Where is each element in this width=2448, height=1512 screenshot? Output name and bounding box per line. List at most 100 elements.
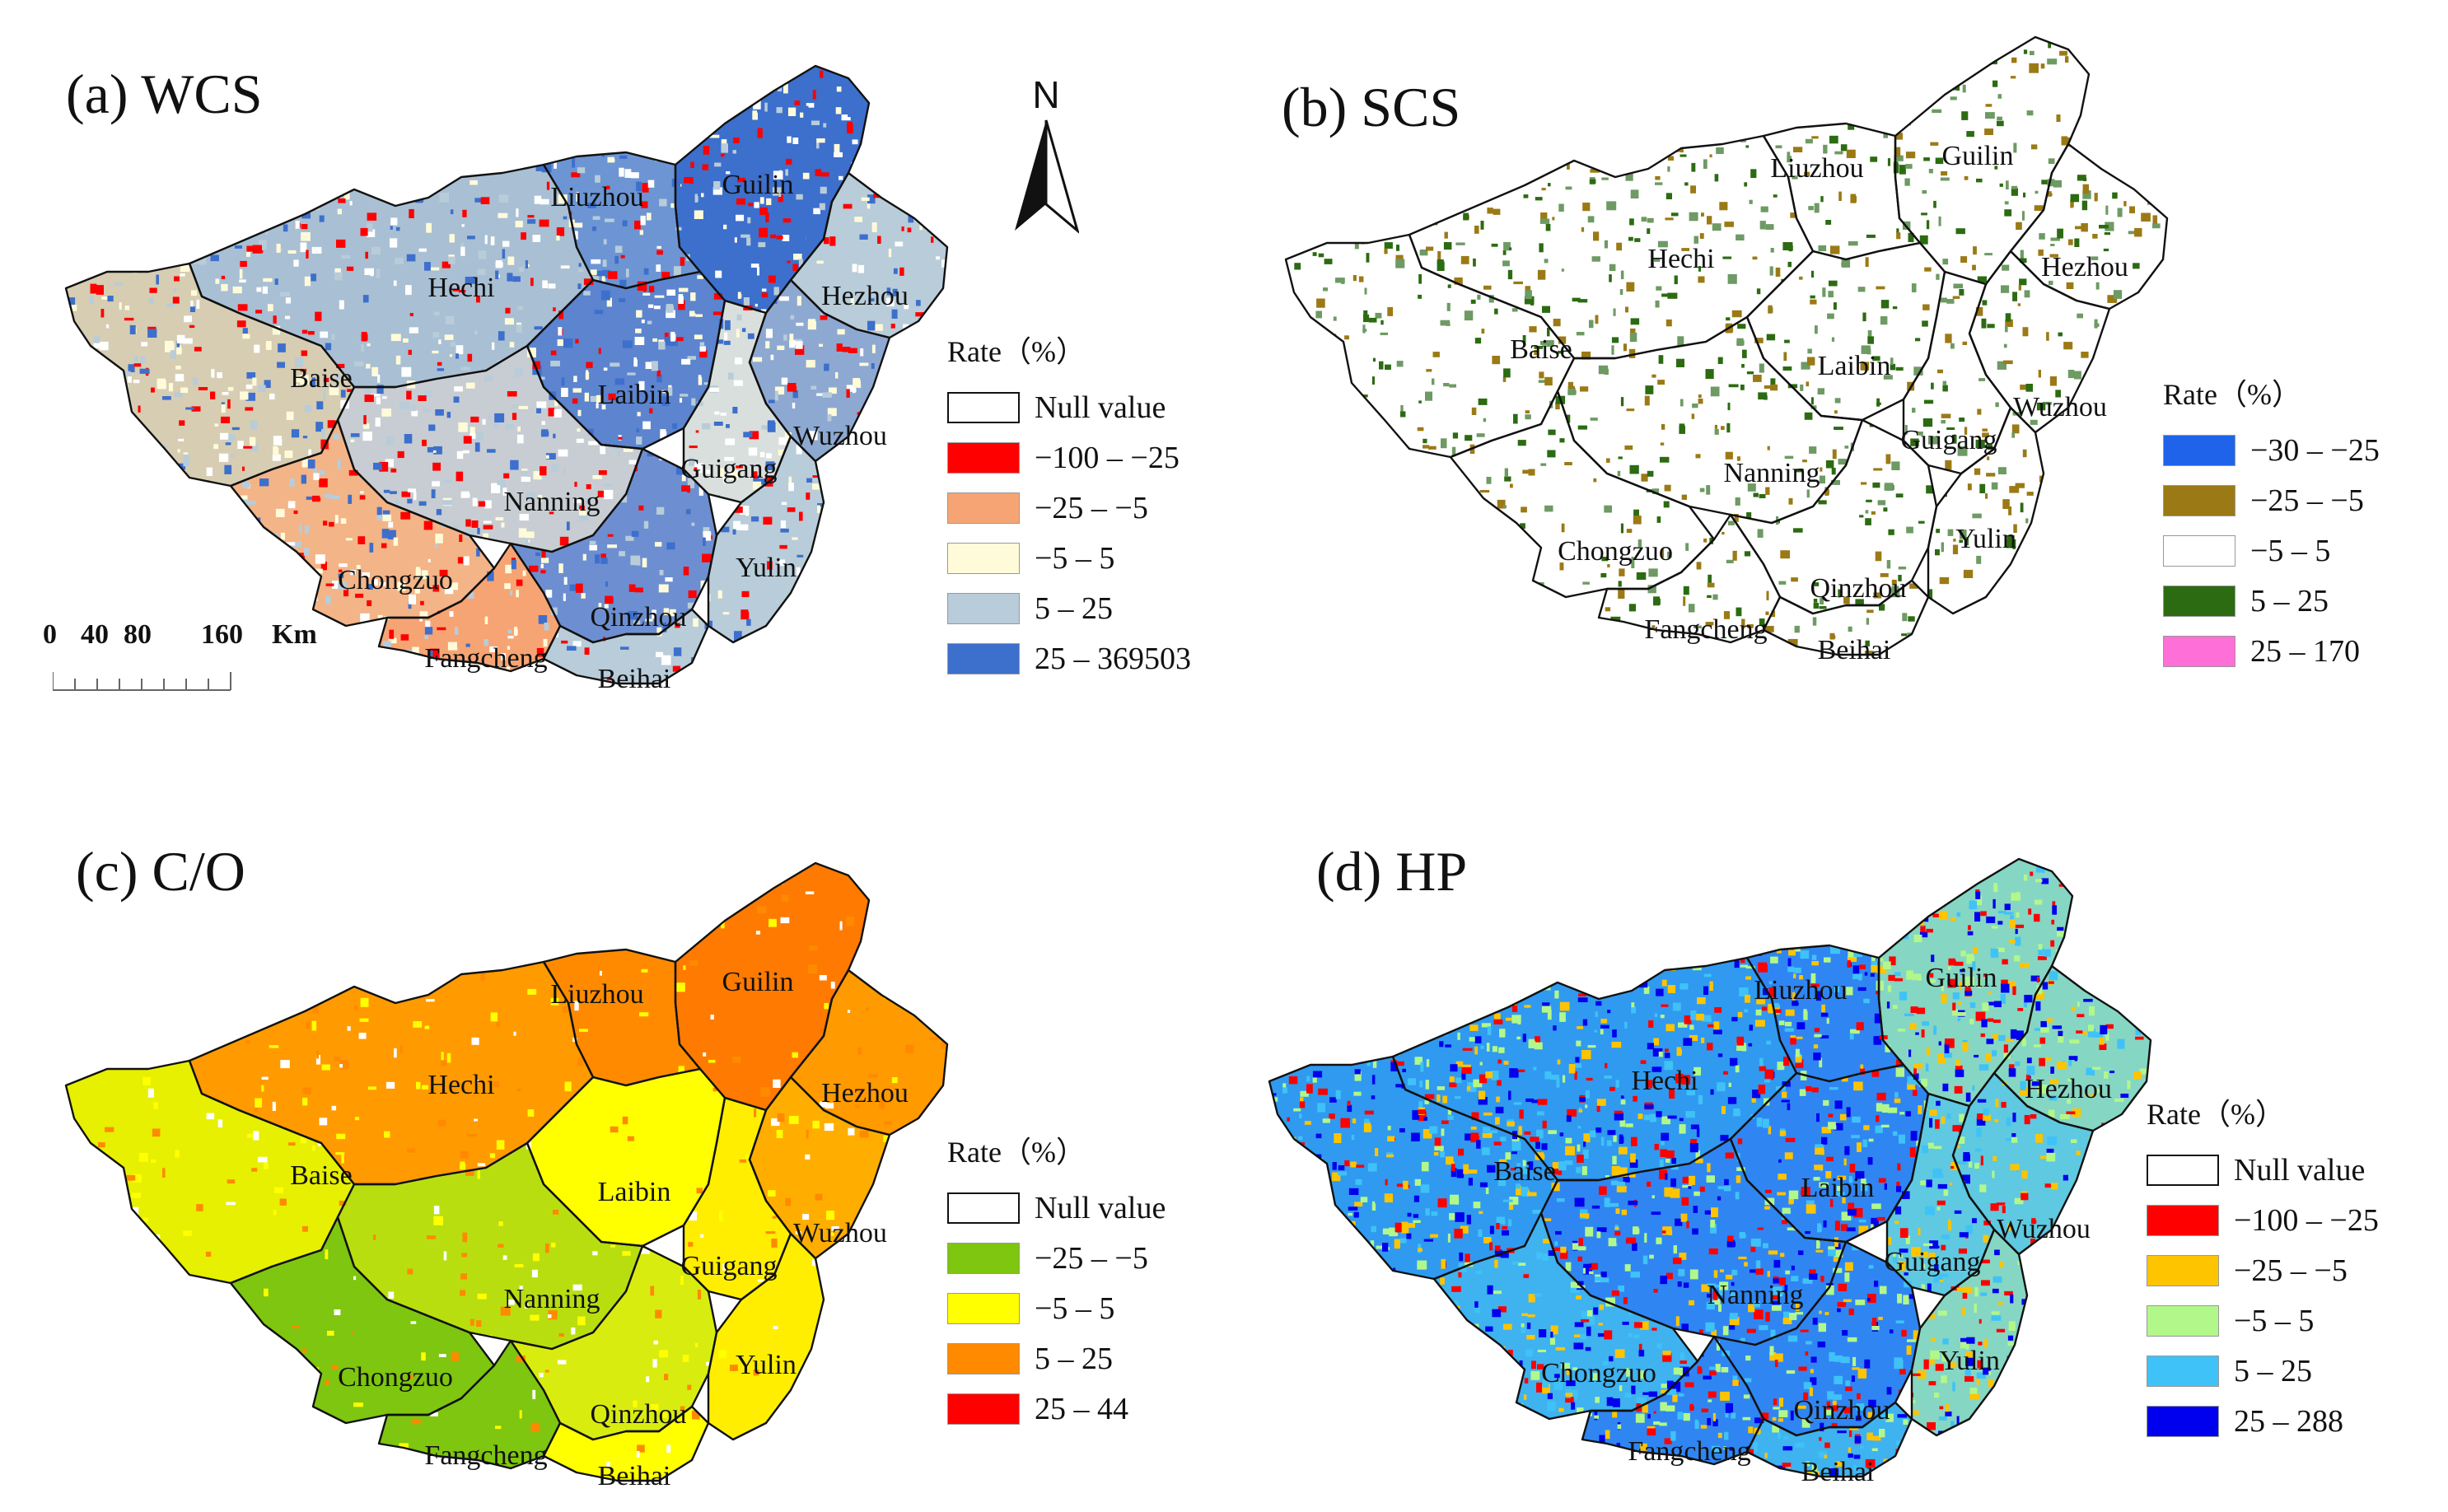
legend-swatch bbox=[947, 542, 1020, 574]
legend-label: −5 – 5 bbox=[2250, 533, 2331, 568]
city-label-hechi: Hechi bbox=[427, 1070, 494, 1100]
legend-label: Null value bbox=[2234, 1152, 2366, 1188]
region-yulin bbox=[708, 436, 824, 642]
legend-swatch bbox=[2147, 1355, 2219, 1387]
legend-item: −100 – −25 bbox=[947, 432, 1191, 483]
region-chongzuo bbox=[1434, 1213, 1698, 1419]
city-label-baise: Baise bbox=[1493, 1156, 1556, 1187]
legend-label: 25 – 44 bbox=[1035, 1391, 1128, 1426]
legend-swatch bbox=[947, 642, 1020, 674]
scale-label-km: Km bbox=[272, 619, 317, 650]
legend-label: −25 – −5 bbox=[2234, 1253, 2348, 1288]
panel-scs: (b) SCS Guilin Liuzhou Hechi Hezhou Baise Lai… bbox=[1224, 0, 2448, 756]
city-label-hezhou: Hezhou bbox=[821, 1078, 909, 1108]
legend-item: −30 – −25 bbox=[2163, 425, 2380, 475]
panel-co: (c) C/O Guilin Liuzhou Hechi Hezhou Baise Lai… bbox=[0, 756, 1224, 1512]
legend-swatch bbox=[947, 1192, 1020, 1224]
city-label-guilin: Guilin bbox=[1942, 141, 2014, 171]
city-label-wuzhou: Wuzhou bbox=[1997, 1214, 2091, 1244]
legend-swatch bbox=[947, 1242, 1020, 1274]
legend-swatch bbox=[947, 1292, 1020, 1324]
region-chongzuo bbox=[1451, 391, 1714, 597]
city-label-guigang: Guigang bbox=[1900, 425, 1997, 455]
legend-item: −5 – 5 bbox=[947, 533, 1191, 583]
boundary-beihai bbox=[542, 608, 710, 685]
city-label-hezhou: Hezhou bbox=[2041, 252, 2128, 282]
region-qinzhou bbox=[1714, 1242, 1920, 1435]
region-guigang bbox=[1887, 1094, 1994, 1295]
city-label-baise: Baise bbox=[1510, 334, 1572, 365]
region-chongzuo bbox=[231, 1217, 494, 1423]
legend-swatch bbox=[947, 441, 1020, 474]
city-label-laibin: Laibin bbox=[598, 380, 671, 410]
legend-swatch bbox=[2163, 585, 2235, 617]
map-hp: Guilin Liuzhou Hechi Hezhou Baise Laibin Wuzho… bbox=[1268, 857, 2152, 1487]
city-label-yulin: Yulin bbox=[1939, 1346, 2000, 1376]
legend-label: −100 – −25 bbox=[1035, 440, 1180, 475]
scale-label-0: 0 bbox=[43, 619, 57, 650]
region-wuzhou bbox=[750, 280, 890, 461]
city-label-wuzhou: Wuzhou bbox=[793, 421, 887, 451]
panel-title-co: (c) C/O bbox=[76, 840, 245, 903]
city-label-guilin: Guilin bbox=[722, 967, 794, 997]
map-wcs: Guilin Liuzhou Hechi Hezhou Baise Laibin Wuzho… bbox=[64, 64, 949, 694]
legend-label: −25 – −5 bbox=[1035, 1240, 1148, 1276]
legend-item: 25 – 288 bbox=[2147, 1396, 2379, 1446]
city-label-laibin: Laibin bbox=[1801, 1173, 1875, 1203]
legend-label: −5 – 5 bbox=[1035, 1290, 1115, 1326]
legend-item: −25 – −5 bbox=[2163, 475, 2380, 525]
city-label-hezhou: Hezhou bbox=[2025, 1074, 2112, 1104]
map-layer: Guilin Liuzhou Hechi Hezhou Baise Laibin Wuzho… bbox=[1284, 35, 2169, 665]
region-wuzhou bbox=[750, 1077, 890, 1258]
city-label-liuzhou: Liuzhou bbox=[1770, 153, 1863, 184]
city-label-yulin: Yulin bbox=[736, 1350, 797, 1380]
region-guigang bbox=[684, 1098, 791, 1300]
region-qinzhou bbox=[1731, 420, 1936, 614]
legend-item: −25 – −5 bbox=[2147, 1245, 2379, 1295]
city-label-nanning: Nanning bbox=[503, 1284, 600, 1314]
region-wuzhou bbox=[1969, 251, 2109, 432]
scale-label-160: 160 bbox=[201, 619, 243, 650]
north-arrow-icon bbox=[1015, 119, 1079, 234]
legend-item: Null value bbox=[947, 1183, 1166, 1233]
legend-swatch bbox=[947, 391, 1020, 423]
legend-item: −100 – −25 bbox=[2147, 1195, 2379, 1245]
city-label-wuzhou: Wuzhou bbox=[2013, 392, 2107, 422]
legend-swatch bbox=[2163, 635, 2235, 667]
legend-label: Null value bbox=[1035, 1190, 1166, 1225]
region-nanning bbox=[338, 1143, 642, 1349]
city-label-fangcheng: Fangcheng bbox=[1644, 614, 1767, 645]
region-baise bbox=[66, 1061, 354, 1283]
city-label-chongzuo: Chongzuo bbox=[1541, 1358, 1656, 1388]
legend-title: Rate（%） bbox=[947, 335, 1086, 368]
legend-label: −25 – −5 bbox=[1035, 490, 1148, 525]
city-label-hechi: Hechi bbox=[1647, 244, 1714, 274]
north-letter: N bbox=[1032, 73, 1060, 116]
legend-item: −5 – 5 bbox=[947, 1283, 1166, 1333]
city-label-laibin: Laibin bbox=[1818, 351, 1891, 381]
city-label-beihai: Beihai bbox=[598, 1461, 671, 1491]
legend-item: 25 – 170 bbox=[2163, 626, 2380, 676]
region-fangcheng bbox=[379, 1341, 560, 1468]
city-label-yulin: Yulin bbox=[736, 553, 797, 583]
city-label-qinzhou: Qinzhou bbox=[590, 1399, 686, 1430]
city-label-qinzhou: Qinzhou bbox=[590, 602, 686, 632]
legend-label: 25 – 170 bbox=[2250, 633, 2360, 669]
boundary-beihai bbox=[1762, 579, 1930, 656]
region-yulin bbox=[708, 1234, 824, 1440]
city-label-nanning: Nanning bbox=[1723, 458, 1820, 488]
legend-item: −25 – −5 bbox=[947, 483, 1191, 533]
city-label-beihai: Beihai bbox=[598, 664, 671, 694]
city-label-liuzhou: Liuzhou bbox=[1754, 975, 1847, 1006]
city-label-baise: Baise bbox=[290, 1160, 353, 1191]
legend-item: 5 – 25 bbox=[947, 583, 1191, 633]
city-label-guigang: Guigang bbox=[680, 1251, 777, 1281]
legend-swatch bbox=[2163, 534, 2235, 567]
legend-item: 5 – 25 bbox=[947, 1333, 1166, 1384]
city-label-guilin: Guilin bbox=[722, 170, 794, 200]
legend-item: −5 – 5 bbox=[2147, 1295, 2379, 1346]
legend-label: 5 – 25 bbox=[1035, 1341, 1113, 1376]
scale-label-80: 80 bbox=[124, 619, 152, 650]
legend-swatch bbox=[947, 1342, 1020, 1374]
legend-label: −25 – −5 bbox=[2250, 483, 2364, 518]
